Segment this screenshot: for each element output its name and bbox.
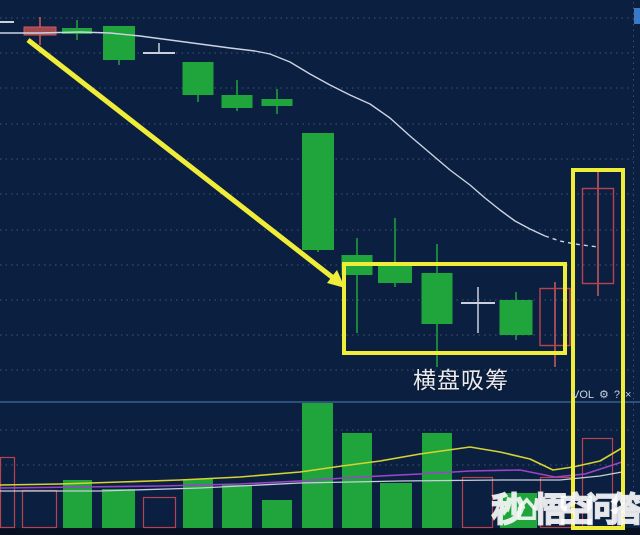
annotation-label: 横盘吸筹 [413, 368, 509, 393]
settings-gear-icon[interactable]: ⚙ [599, 389, 609, 401]
vol-label: VOL [572, 389, 595, 401]
close-icon[interactable]: × [625, 389, 632, 401]
volume-pane-header: VOL ⚙ ? × [572, 388, 631, 402]
scrollbar-fragment[interactable] [634, 8, 640, 24]
help-icon[interactable]: ? [613, 389, 621, 401]
